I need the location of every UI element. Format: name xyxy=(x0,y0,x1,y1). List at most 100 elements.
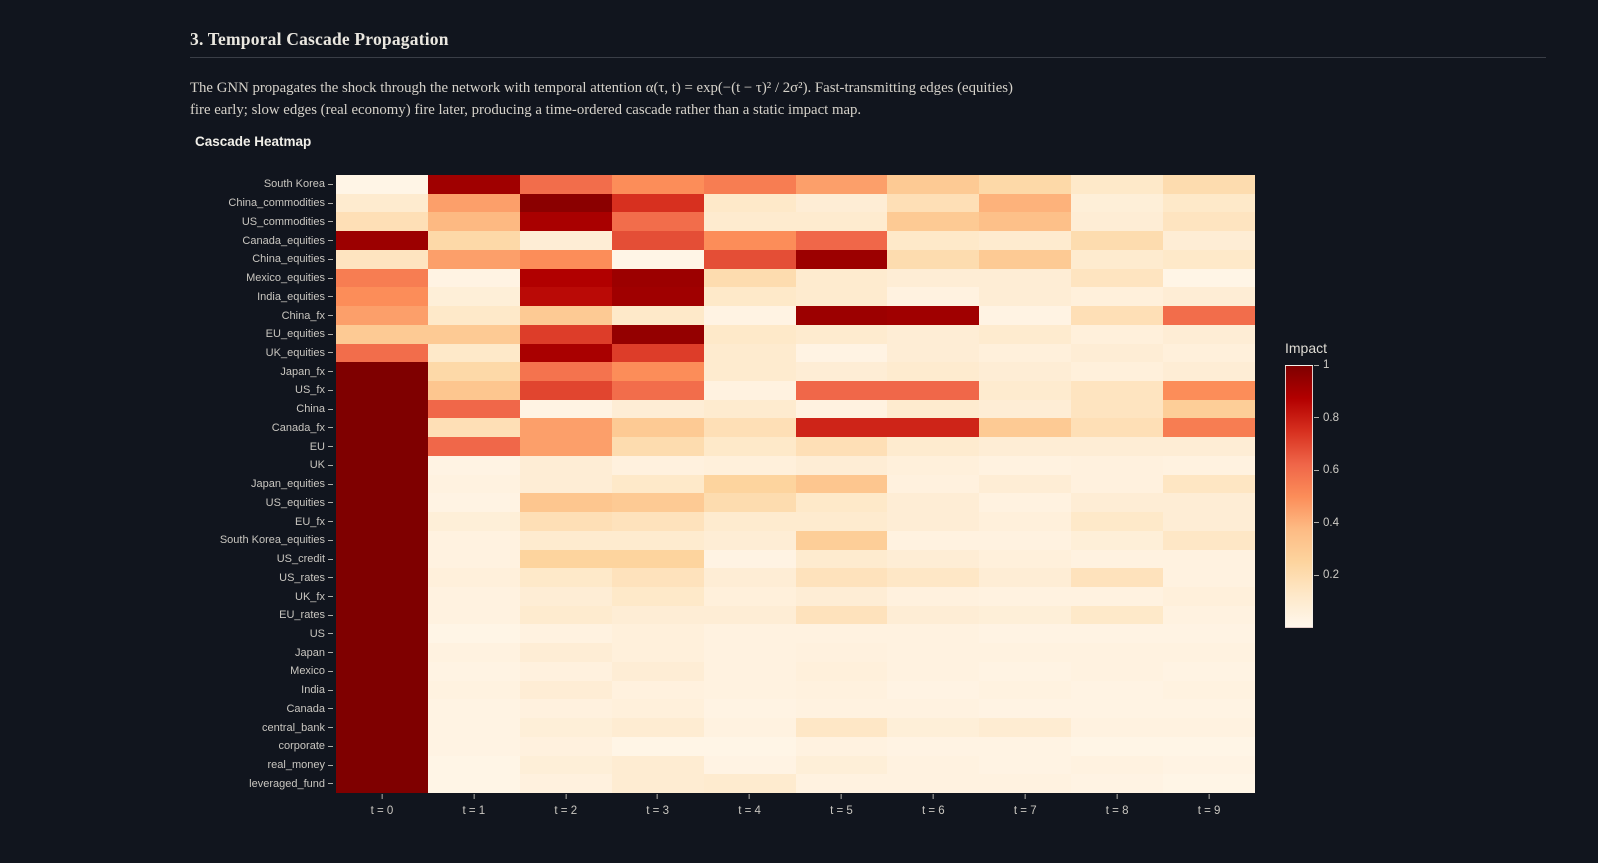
heatmap-cell[interactable] xyxy=(1163,549,1255,569)
heatmap-cell[interactable] xyxy=(795,474,888,494)
heatmap-cell[interactable] xyxy=(519,455,612,475)
heatmap-cell[interactable] xyxy=(703,362,796,381)
heatmap-cell[interactable] xyxy=(887,643,980,662)
heatmap-cell[interactable] xyxy=(1071,718,1164,737)
heatmap-cell[interactable] xyxy=(1071,643,1164,662)
heatmap-cell[interactable] xyxy=(611,343,704,363)
heatmap-cell[interactable] xyxy=(887,530,980,550)
heatmap-cell[interactable] xyxy=(427,193,520,213)
heatmap-cell[interactable] xyxy=(1163,586,1255,606)
heatmap-cell[interactable] xyxy=(427,437,520,456)
heatmap-cell[interactable] xyxy=(519,680,612,700)
heatmap-cell[interactable] xyxy=(519,568,612,587)
heatmap-cell[interactable] xyxy=(611,755,704,775)
heatmap-cell[interactable] xyxy=(336,418,428,438)
heatmap-cell[interactable] xyxy=(1163,287,1255,307)
heatmap-cell[interactable] xyxy=(1163,755,1255,775)
heatmap-cell[interactable] xyxy=(979,605,1072,625)
heatmap-cell[interactable] xyxy=(611,380,704,400)
heatmap-cell[interactable] xyxy=(887,493,980,513)
heatmap-cell[interactable] xyxy=(611,474,704,494)
heatmap-cell[interactable] xyxy=(703,568,796,587)
heatmap-cell[interactable] xyxy=(887,661,980,681)
heatmap-cell[interactable] xyxy=(979,306,1072,325)
heatmap-cell[interactable] xyxy=(1163,380,1255,400)
heatmap-cell[interactable] xyxy=(519,399,612,419)
heatmap-cell[interactable] xyxy=(795,399,888,419)
heatmap-cell[interactable] xyxy=(703,306,796,325)
heatmap-cell[interactable] xyxy=(427,231,520,250)
heatmap-cell[interactable] xyxy=(979,680,1072,700)
heatmap-grid[interactable] xyxy=(336,175,1255,793)
heatmap-cell[interactable] xyxy=(703,699,796,719)
heatmap-cell[interactable] xyxy=(1071,586,1164,606)
heatmap-cell[interactable] xyxy=(1163,362,1255,381)
heatmap-cell[interactable] xyxy=(795,249,888,269)
heatmap-cell[interactable] xyxy=(979,287,1072,307)
heatmap-cell[interactable] xyxy=(795,437,888,456)
heatmap-cell[interactable] xyxy=(611,680,704,700)
heatmap-cell[interactable] xyxy=(1163,493,1255,513)
heatmap-cell[interactable] xyxy=(336,774,428,793)
heatmap-cell[interactable] xyxy=(427,249,520,269)
heatmap-cell[interactable] xyxy=(703,493,796,513)
heatmap-cell[interactable] xyxy=(336,343,428,363)
heatmap-cell[interactable] xyxy=(519,549,612,569)
heatmap-cell[interactable] xyxy=(1071,455,1164,475)
heatmap-cell[interactable] xyxy=(979,718,1072,737)
heatmap-cell[interactable] xyxy=(336,193,428,213)
heatmap-cell[interactable] xyxy=(336,493,428,513)
heatmap-cell[interactable] xyxy=(887,474,980,494)
heatmap-cell[interactable] xyxy=(887,418,980,438)
heatmap-cell[interactable] xyxy=(1163,774,1255,793)
heatmap-cell[interactable] xyxy=(887,755,980,775)
heatmap-cell[interactable] xyxy=(979,568,1072,587)
heatmap-cell[interactable] xyxy=(795,512,888,531)
heatmap-cell[interactable] xyxy=(427,755,520,775)
heatmap-cell[interactable] xyxy=(611,249,704,269)
heatmap-cell[interactable] xyxy=(1163,474,1255,494)
heatmap-cell[interactable] xyxy=(979,212,1072,232)
heatmap-cell[interactable] xyxy=(427,512,520,531)
heatmap-cell[interactable] xyxy=(887,362,980,381)
heatmap-cell[interactable] xyxy=(427,175,520,194)
heatmap-cell[interactable] xyxy=(336,530,428,550)
heatmap-cell[interactable] xyxy=(1071,680,1164,700)
heatmap-cell[interactable] xyxy=(427,680,520,700)
heatmap-cell[interactable] xyxy=(979,455,1072,475)
heatmap-cell[interactable] xyxy=(795,324,888,344)
heatmap-cell[interactable] xyxy=(1163,624,1255,644)
heatmap-cell[interactable] xyxy=(1071,287,1164,307)
heatmap-cell[interactable] xyxy=(795,418,888,438)
heatmap-cell[interactable] xyxy=(887,549,980,569)
heatmap-cell[interactable] xyxy=(1071,493,1164,513)
heatmap-cell[interactable] xyxy=(979,549,1072,569)
heatmap-cell[interactable] xyxy=(703,175,796,194)
heatmap-cell[interactable] xyxy=(1163,530,1255,550)
heatmap-cell[interactable] xyxy=(427,306,520,325)
heatmap-cell[interactable] xyxy=(1163,437,1255,456)
heatmap-cell[interactable] xyxy=(979,362,1072,381)
heatmap-cell[interactable] xyxy=(519,718,612,737)
heatmap-cell[interactable] xyxy=(427,718,520,737)
heatmap-cell[interactable] xyxy=(611,212,704,232)
heatmap-cell[interactable] xyxy=(795,680,888,700)
heatmap-cell[interactable] xyxy=(611,586,704,606)
heatmap-cell[interactable] xyxy=(1071,568,1164,587)
heatmap-cell[interactable] xyxy=(1071,343,1164,363)
heatmap-cell[interactable] xyxy=(519,193,612,213)
heatmap-cell[interactable] xyxy=(427,699,520,719)
heatmap-cell[interactable] xyxy=(336,399,428,419)
heatmap-cell[interactable] xyxy=(336,736,428,756)
heatmap-cell[interactable] xyxy=(336,380,428,400)
heatmap-cell[interactable] xyxy=(611,699,704,719)
heatmap-cell[interactable] xyxy=(703,586,796,606)
heatmap-cell[interactable] xyxy=(336,324,428,344)
heatmap-cell[interactable] xyxy=(519,175,612,194)
heatmap-cell[interactable] xyxy=(703,680,796,700)
heatmap-cell[interactable] xyxy=(703,249,796,269)
heatmap-cell[interactable] xyxy=(887,212,980,232)
heatmap-cell[interactable] xyxy=(611,175,704,194)
heatmap-cell[interactable] xyxy=(611,437,704,456)
heatmap-cell[interactable] xyxy=(611,231,704,250)
